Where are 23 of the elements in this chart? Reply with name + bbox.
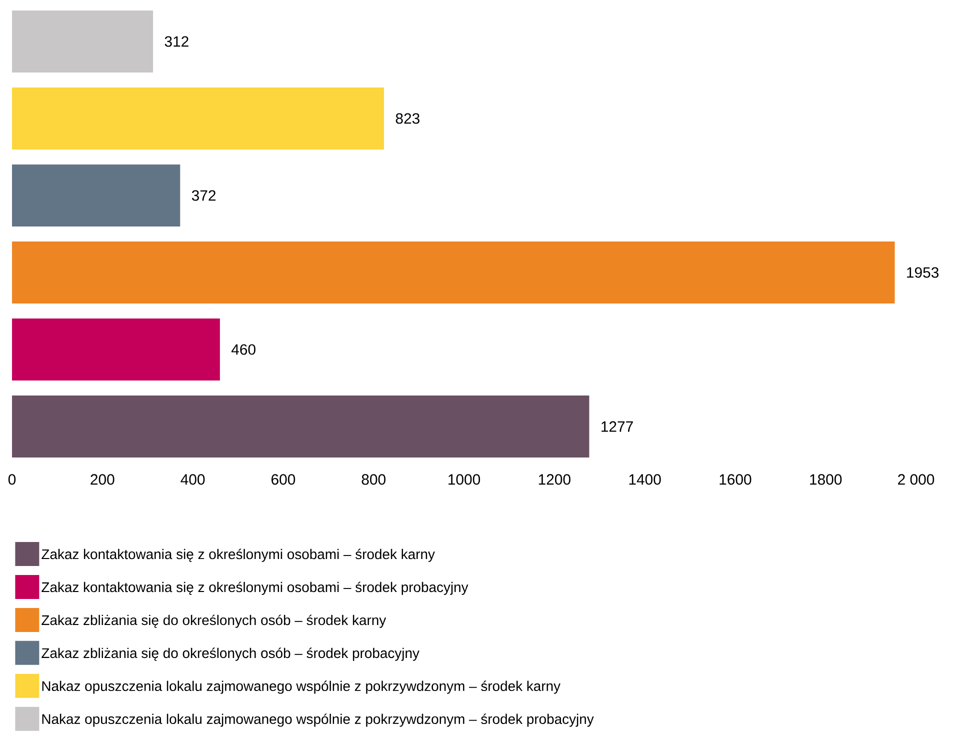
x-tick-label: 200: [90, 474, 114, 485]
data-label: 1277: [602, 421, 633, 432]
data-label: 460: [231, 344, 256, 355]
x-tick-label: 800: [362, 474, 386, 485]
x-tick-label: 0: [8, 474, 16, 485]
x-tick-label: 1400: [629, 474, 661, 485]
legend-label: Nakaz opuszczenia lokalu zajmowanego wspólnie z pokrzywdzonym – środek karny: [42, 680, 560, 694]
data-label: 312: [164, 36, 188, 47]
data-label: 372: [192, 190, 216, 201]
legend-label: Zakaz zbliżania się do określonych osób – środek probacyjny: [42, 648, 420, 661]
x-tick-label: 600: [272, 474, 296, 485]
x-tick-label: 400: [180, 474, 205, 485]
x-tick-label: 1600: [720, 474, 752, 485]
legend-label: Zakaz zbliżania się do określonych osób – środek karny: [42, 614, 386, 628]
x-tick-label: 2 000: [898, 474, 934, 485]
data-label: 823: [396, 113, 420, 124]
x-tick-label: 1000: [448, 474, 480, 485]
data-label: 1953: [907, 267, 939, 278]
x-tick-label: 1800: [810, 474, 842, 485]
legend-label: Nakaz opuszczenia lokalu zajmowanego wspólnie z pokrzywdzonym – środek probacyjny: [42, 714, 594, 727]
x-tick-label: 1200: [538, 474, 570, 485]
legend-label: Zakaz kontaktowania się z określonymi osobami – środek karny: [42, 548, 435, 562]
legend-label: Zakaz kontaktowania się z określonymi osobami – środek probacyjny: [42, 582, 468, 595]
